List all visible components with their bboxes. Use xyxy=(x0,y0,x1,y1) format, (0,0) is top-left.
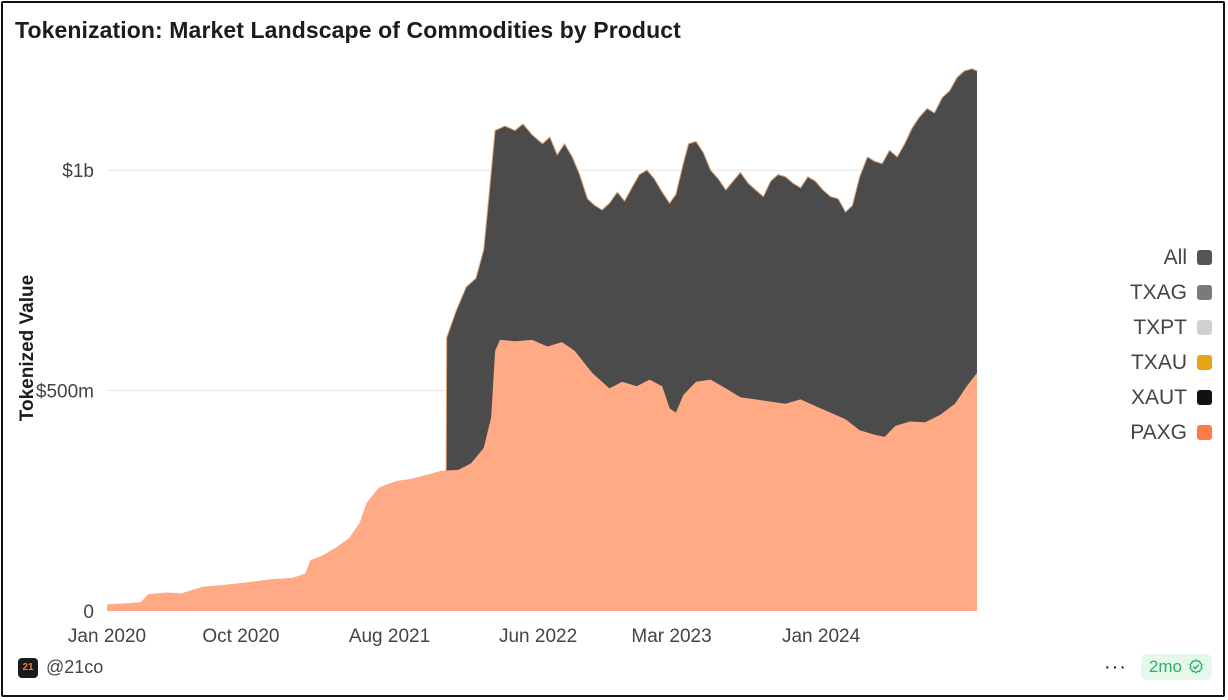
legend-label: All xyxy=(1163,245,1187,269)
21co-logo: 21 xyxy=(18,657,38,678)
legend-item-txau[interactable]: TXAU xyxy=(1130,345,1212,380)
legend-swatch xyxy=(1197,355,1212,370)
y-tick-label: 0 xyxy=(83,602,94,623)
legend-swatch xyxy=(1197,320,1212,335)
legend-item-paxg[interactable]: PAXG xyxy=(1130,415,1212,450)
source-handle[interactable]: @21co xyxy=(46,657,104,677)
footer-actions: ··· 2mo xyxy=(1104,654,1212,680)
y-tick-label: $1b xyxy=(62,161,94,182)
verified-check-icon xyxy=(1189,659,1203,674)
legend-item-all[interactable]: All xyxy=(1130,240,1212,275)
x-tick-label: Jan 2024 xyxy=(782,626,861,647)
chart-title: Tokenization: Market Landscape of Commod… xyxy=(15,17,681,43)
freshness-badge[interactable]: 2mo xyxy=(1140,654,1212,680)
x-tick-label: Jan 2020 xyxy=(68,626,146,647)
legend-swatch xyxy=(1197,250,1212,265)
series-edge-all xyxy=(445,68,978,470)
legend-label: XAUT xyxy=(1130,385,1187,409)
series-area-paxg[interactable] xyxy=(107,339,977,611)
axis-labels: 0 $500m $1b Jan 2020 Oct 2020 Aug 2021 Jun 202… xyxy=(36,161,861,647)
more-options-icon[interactable]: ··· xyxy=(1103,656,1127,678)
legend-item-txpt[interactable]: TXPT xyxy=(1130,310,1212,345)
legend-item-txag[interactable]: TXAG xyxy=(1130,275,1212,310)
legend-item-xaut[interactable]: XAUT xyxy=(1130,380,1212,415)
x-tick-label: Mar 2023 xyxy=(631,626,711,647)
y-tick-label: $500m xyxy=(36,382,94,403)
footer-source: 21 @21co xyxy=(18,657,103,678)
legend-swatch xyxy=(1197,425,1212,440)
legend-label: TXPT xyxy=(1133,315,1187,339)
legend-label: TXAG xyxy=(1129,280,1187,304)
legend-swatch xyxy=(1197,285,1212,300)
legend-label: PAXG xyxy=(1130,420,1187,444)
legend: All TXAG TXPT TXAU XAUT PAXG xyxy=(1130,240,1212,450)
x-tick-label: Oct 2020 xyxy=(202,626,279,647)
legend-label: TXAU xyxy=(1130,350,1187,374)
freshness-label: 2mo xyxy=(1148,657,1182,676)
x-tick-label: Aug 2021 xyxy=(349,626,430,647)
series-areas xyxy=(107,68,978,612)
x-tick-label: Jun 2022 xyxy=(499,626,577,647)
legend-swatch xyxy=(1197,390,1212,405)
